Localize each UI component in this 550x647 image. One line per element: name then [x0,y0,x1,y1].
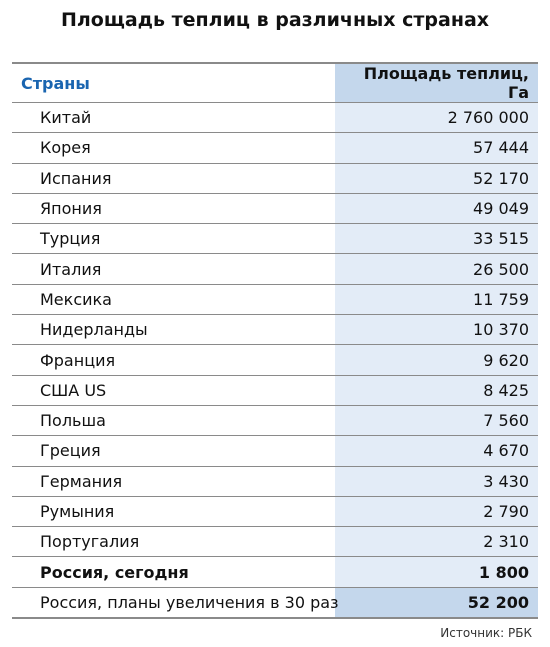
table-row: Португалия 2 310 [12,526,538,558]
area-value-cell: 52 170 [335,163,538,194]
area-value-cell: 4 670 [335,435,538,467]
area-value-cell: 1 800 [335,556,538,588]
area-value-cell: 10 370 [335,314,538,346]
country-cell: Польша [12,405,335,437]
country-cell: Нидерланды [12,314,335,346]
country-cell: Португалия [12,526,335,558]
country-cell: Италия [12,253,335,285]
area-value-cell: 2 760 000 [335,102,538,134]
area-value-cell: 3 430 [335,466,538,497]
country-cell: Россия, планы увеличения в 30 раз [12,587,339,620]
table-row: Япония 49 049 [12,193,538,225]
table-row: Франция 9 620 [12,344,538,376]
country-cell: Япония [12,193,335,225]
area-value-cell: 9 620 [335,344,538,376]
area-value-cell: 57 444 [335,132,538,164]
area-value-cell: 49 049 [335,193,538,225]
area-value-cell: 2 310 [335,526,538,558]
country-cell: Корея [12,132,335,164]
table-header-row: Страны Площадь теплиц, Га [12,62,538,103]
area-value-cell: 11 759 [335,284,538,316]
country-cell: Франция [12,344,335,376]
area-value-cell: 2 790 [335,496,538,528]
table-row: Румыния 2 790 [12,496,538,528]
country-cell: Греция [12,435,335,467]
country-cell: Мексика [12,284,335,316]
table-row: Испания 52 170 [12,163,538,194]
country-cell: США US [12,375,335,406]
column-header-area: Площадь теплиц, Га [335,62,538,103]
area-value-cell: 7 560 [335,405,538,437]
country-cell: Турция [12,223,335,255]
table-row: Германия 3 430 [12,466,538,497]
country-cell: Испания [12,163,335,194]
table-row: Россия, планы увеличения в 30 раз 52 200 [12,587,538,620]
column-header-countries: Страны [12,62,335,103]
table-row: Нидерланды 10 370 [12,314,538,346]
chart-title: Площадь теплиц в различных странах [60,9,490,31]
greenhouse-area-table: Страны Площадь теплиц, Га Китай 2 760 000… [12,62,538,620]
source-note: Источник: РБК [440,626,532,640]
country-cell: Румыния [12,496,335,528]
table-row: Китай 2 760 000 [12,102,538,134]
table-row: Мексика 11 759 [12,284,538,316]
table-row: Россия, сегодня 1 800 [12,556,538,588]
country-cell: Россия, сегодня [12,556,335,588]
area-value-cell: 33 515 [335,223,538,255]
country-cell: Китай [12,102,335,134]
area-value-cell: 52 200 [335,587,538,620]
area-value-cell: 26 500 [335,253,538,285]
country-cell: Германия [12,466,335,497]
table-row: США US 8 425 [12,375,538,406]
table-row: Турция 33 515 [12,223,538,255]
table-row: Польша 7 560 [12,405,538,437]
area-value-cell: 8 425 [335,375,538,406]
table-body: Китай 2 760 000 Корея 57 444 Испания 52 170 Яп… [12,102,538,620]
table-row: Корея 57 444 [12,132,538,164]
table-row: Италия 26 500 [12,253,538,285]
table-row: Греция 4 670 [12,435,538,467]
